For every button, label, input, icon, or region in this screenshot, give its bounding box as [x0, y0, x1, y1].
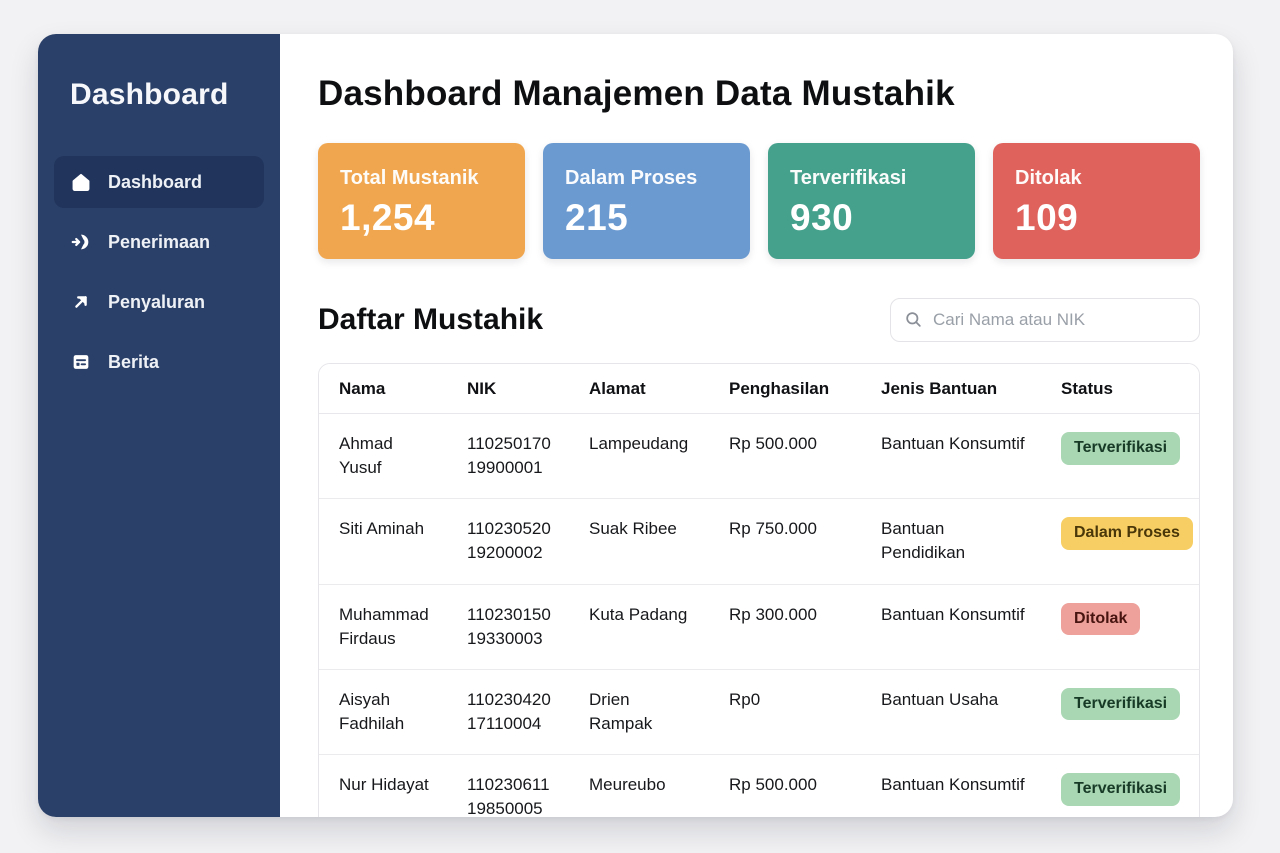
stat-label: Dalam Proses [565, 167, 698, 189]
cell-status: Dalam Proses [1041, 498, 1199, 585]
cell-alamat: Lampeudang [569, 413, 709, 500]
status-badge: Terverifikasi [1061, 687, 1181, 721]
status-badge: Terverifikasi [1061, 432, 1181, 465]
table-row: Siti Aminah 110230520 19200002 Suak Ribee R… [319, 498, 1199, 585]
cell-alamat: Meureubo [589, 775, 666, 794]
news-icon [70, 351, 92, 373]
mustahik-table-container: Nama NIK Alamat Penghasilan Jenis Bantua… [318, 363, 1200, 817]
stat-card-ditolak: Ditolak 109 [993, 143, 1200, 259]
cell-penghasilan: Rp 300.000 [709, 584, 861, 670]
column-header-jenis-bantuan: Jenis Bantuan [861, 364, 1041, 414]
cell-alamat: Suak Ribee [569, 498, 709, 585]
cell-penghasilan: Rp 500.000 [709, 413, 861, 500]
sidebar-nav: Dashboard Penerimaan P [54, 156, 264, 388]
sidebar: Dashboard Dashboard Penerimaan [38, 34, 280, 817]
table-row: Nur Hidayat 110230611 19850005 Meureubo Rp … [319, 755, 1199, 818]
table-row: Ahmad Yusuf 110250170 19900001 Lampeudang R… [319, 413, 1199, 500]
cell-jenis-bantuan: Bantuan Pendidikan [861, 498, 1041, 585]
sidebar-item-label: Berita [108, 351, 160, 372]
mustahik-table: Nama NIK Alamat Penghasilan Jenis Bantua… [319, 364, 1199, 818]
cell-jenis-bantuan: Bantuan Usaha [861, 669, 1041, 756]
stat-value: 1,254 [340, 197, 436, 238]
intake-arrow-icon [70, 231, 92, 253]
stat-value: 215 [565, 197, 629, 238]
cell-status: Terverifikasi [1041, 755, 1199, 818]
list-section-title: Daftar Mustahik [318, 303, 544, 336]
status-badge: Ditolak [1061, 602, 1141, 636]
sidebar-item-berita[interactable]: Berita [54, 336, 264, 388]
cell-nik: 110230520 19200002 [447, 498, 569, 585]
column-header-alamat: Alamat [569, 364, 709, 414]
sidebar-item-penerimaan[interactable]: Penerimaan [54, 216, 264, 268]
cell-nik: 110230420 17110004 [447, 669, 569, 756]
cell-jenis-bantuan: Bantuan Konsumtif [861, 413, 1041, 500]
column-header-penghasilan: Penghasilan [709, 364, 861, 414]
cell-nama: Muhammad Firdaus [319, 584, 447, 670]
app-window: Dashboard Dashboard Penerimaan [38, 34, 1233, 817]
cell-nama: Nur Hidayat [339, 775, 429, 794]
search-input[interactable] [890, 298, 1200, 342]
sidebar-title: Dashboard [70, 78, 229, 111]
status-badge: Terverifikasi [1061, 773, 1181, 806]
cell-nama: Siti Aminah [319, 498, 447, 585]
main-content: Dashboard Manajemen Data Mustahik Total … [280, 34, 1233, 817]
cell-nama: Ahmad Yusuf [319, 413, 447, 500]
cell-nama: Aisyah Fadhilah [319, 669, 447, 756]
stat-card-dalam-proses: Dalam Proses 215 [543, 143, 750, 259]
cell-nik: 110250170 19900001 [447, 413, 569, 500]
cell-jenis-bantuan: Bantuan Konsumtif [861, 584, 1041, 670]
sidebar-item-label: Dashboard [108, 171, 203, 192]
sidebar-item-label: Penyaluran [108, 291, 206, 312]
page-title: Dashboard Manajemen Data Mustahik [318, 74, 955, 113]
sidebar-item-label: Penerimaan [108, 231, 211, 252]
sidebar-item-dashboard[interactable]: Dashboard [54, 156, 264, 208]
cell-penghasilan: Rp0 [709, 669, 861, 756]
search-box [890, 298, 1200, 342]
cell-alamat: Drien Rampak [569, 669, 709, 756]
stat-value: 930 [790, 197, 854, 238]
stat-label: Terverifikasi [790, 167, 907, 189]
table-header-row: Nama NIK Alamat Penghasilan Jenis Bantua… [319, 364, 1199, 414]
stat-card-terverifikasi: Terverifikasi 930 [768, 143, 975, 259]
cell-alamat: Kuta Padang [569, 584, 709, 670]
stat-card-total-mustanik: Total Mustanik 1,254 [318, 143, 525, 259]
cell-status: Terverifikasi [1041, 669, 1199, 756]
cell-nik: 110230611 19850005 [467, 775, 550, 817]
stat-label: Total Mustanik [340, 167, 479, 189]
list-section-header: Daftar Mustahik [318, 298, 1200, 342]
cell-nik: 110230150 19330003 [447, 584, 569, 670]
stat-label: Ditolak [1015, 167, 1082, 189]
cell-status: Ditolak [1041, 584, 1199, 670]
stat-value: 109 [1015, 197, 1079, 238]
search-icon [906, 312, 921, 327]
sidebar-item-penyaluran[interactable]: Penyaluran [54, 276, 264, 328]
cell-penghasilan: Rp 750.000 [709, 498, 861, 585]
column-header-nik: NIK [447, 364, 569, 414]
table-row: Muhammad Firdaus 110230150 19330003 Kuta P… [319, 584, 1199, 670]
stat-cards: Total Mustanik 1,254 Dalam Proses 215 Te… [318, 143, 1200, 259]
table-row: Aisyah Fadhilah 110230420 17110004 Drien R… [319, 669, 1199, 756]
column-header-nama: Nama [319, 364, 447, 414]
home-icon [70, 171, 92, 193]
cell-jenis-bantuan: Bantuan Konsumtif [881, 775, 1025, 794]
arrow-up-right-icon [70, 291, 92, 313]
column-header-status: Status [1041, 364, 1199, 414]
cell-status: Terverifikasi [1041, 413, 1199, 500]
cell-penghasilan: Rp 500.000 [729, 775, 817, 794]
status-badge: Dalam Proses [1061, 517, 1193, 550]
